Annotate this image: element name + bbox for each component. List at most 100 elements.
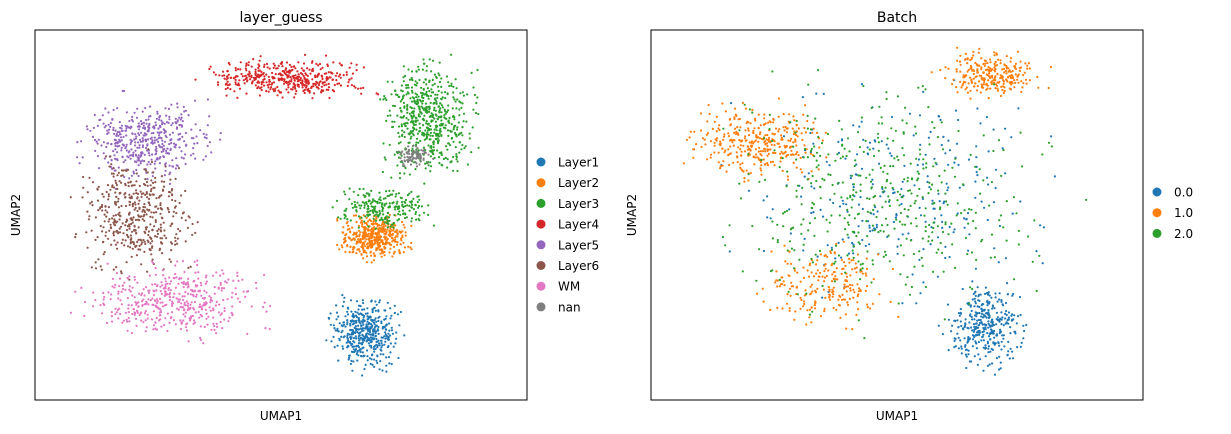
data-point bbox=[965, 355, 968, 358]
data-point bbox=[366, 235, 369, 238]
data-point bbox=[223, 318, 226, 321]
data-point bbox=[365, 243, 368, 246]
data-point bbox=[244, 67, 247, 70]
data-point bbox=[378, 230, 381, 233]
data-point bbox=[217, 286, 220, 289]
data-point bbox=[341, 305, 344, 308]
data-point bbox=[200, 284, 203, 287]
data-point bbox=[464, 145, 467, 148]
data-point bbox=[161, 142, 164, 146]
data-point bbox=[184, 315, 187, 318]
data-point bbox=[1018, 69, 1022, 72]
data-point bbox=[424, 167, 427, 170]
data-point bbox=[401, 90, 404, 93]
data-point bbox=[101, 204, 104, 207]
data-point bbox=[121, 222, 124, 225]
data-point bbox=[138, 133, 141, 137]
data-point bbox=[297, 61, 300, 64]
data-point bbox=[102, 195, 105, 198]
data-point bbox=[780, 136, 784, 139]
data-point bbox=[294, 74, 297, 77]
data-point bbox=[348, 198, 351, 201]
data-point bbox=[900, 187, 903, 191]
data-point bbox=[118, 307, 121, 310]
data-point bbox=[115, 134, 118, 137]
data-point bbox=[103, 220, 106, 223]
data-point bbox=[999, 76, 1002, 80]
data-point bbox=[248, 70, 251, 73]
data-point bbox=[357, 344, 360, 347]
data-point bbox=[348, 66, 351, 69]
data-point bbox=[169, 191, 172, 194]
data-point bbox=[856, 294, 859, 298]
data-point bbox=[390, 233, 393, 237]
data-point bbox=[247, 61, 250, 64]
data-point bbox=[213, 292, 216, 295]
data-point bbox=[974, 302, 978, 305]
data-point bbox=[747, 133, 751, 137]
data-point bbox=[813, 187, 816, 190]
data-point bbox=[361, 374, 364, 377]
data-point bbox=[102, 291, 105, 294]
data-point bbox=[342, 74, 345, 77]
data-point bbox=[800, 195, 803, 198]
data-point bbox=[344, 237, 347, 240]
data-point bbox=[109, 122, 112, 125]
data-point bbox=[861, 207, 864, 211]
data-point bbox=[786, 178, 790, 181]
data-point bbox=[880, 140, 883, 143]
data-point bbox=[94, 261, 97, 264]
data-point bbox=[273, 64, 276, 67]
data-point bbox=[171, 165, 174, 168]
data-point bbox=[842, 240, 845, 243]
data-point bbox=[154, 167, 157, 170]
data-point bbox=[823, 280, 826, 283]
data-point bbox=[389, 351, 392, 354]
data-point bbox=[164, 285, 167, 288]
data-point bbox=[322, 81, 325, 84]
data-point bbox=[901, 302, 904, 305]
data-point bbox=[112, 172, 115, 175]
data-point bbox=[363, 231, 366, 234]
data-point bbox=[1013, 86, 1016, 89]
data-point bbox=[150, 188, 153, 191]
data-point bbox=[124, 288, 127, 291]
data-point bbox=[162, 185, 166, 188]
data-point bbox=[760, 173, 763, 176]
data-point bbox=[117, 317, 120, 320]
data-point bbox=[1025, 82, 1028, 85]
data-point bbox=[393, 250, 396, 253]
data-point bbox=[340, 331, 343, 334]
data-point bbox=[418, 130, 421, 133]
data-point bbox=[301, 79, 304, 82]
data-point bbox=[97, 185, 100, 188]
data-point bbox=[987, 345, 991, 348]
data-point bbox=[420, 205, 423, 208]
data-point bbox=[443, 114, 446, 117]
data-point bbox=[120, 139, 123, 142]
data-point bbox=[124, 196, 127, 199]
data-point bbox=[359, 348, 362, 351]
data-point bbox=[156, 131, 159, 134]
data-point bbox=[254, 72, 257, 75]
data-point bbox=[315, 62, 318, 65]
data-point bbox=[169, 224, 172, 227]
data-point bbox=[973, 305, 976, 308]
data-point bbox=[418, 106, 421, 109]
data-point bbox=[964, 88, 967, 91]
data-point bbox=[355, 337, 358, 340]
legend-marker bbox=[536, 261, 546, 270]
data-point bbox=[200, 308, 204, 311]
data-point bbox=[132, 243, 136, 246]
data-point bbox=[358, 250, 361, 253]
data-point bbox=[731, 141, 734, 144]
data-point bbox=[1001, 147, 1004, 150]
data-point bbox=[114, 144, 117, 148]
data-point bbox=[183, 295, 186, 298]
data-point bbox=[803, 302, 806, 306]
data-point bbox=[120, 181, 123, 184]
data-point bbox=[136, 107, 139, 110]
data-point bbox=[164, 317, 167, 320]
data-point bbox=[185, 329, 189, 332]
data-point bbox=[752, 129, 755, 132]
